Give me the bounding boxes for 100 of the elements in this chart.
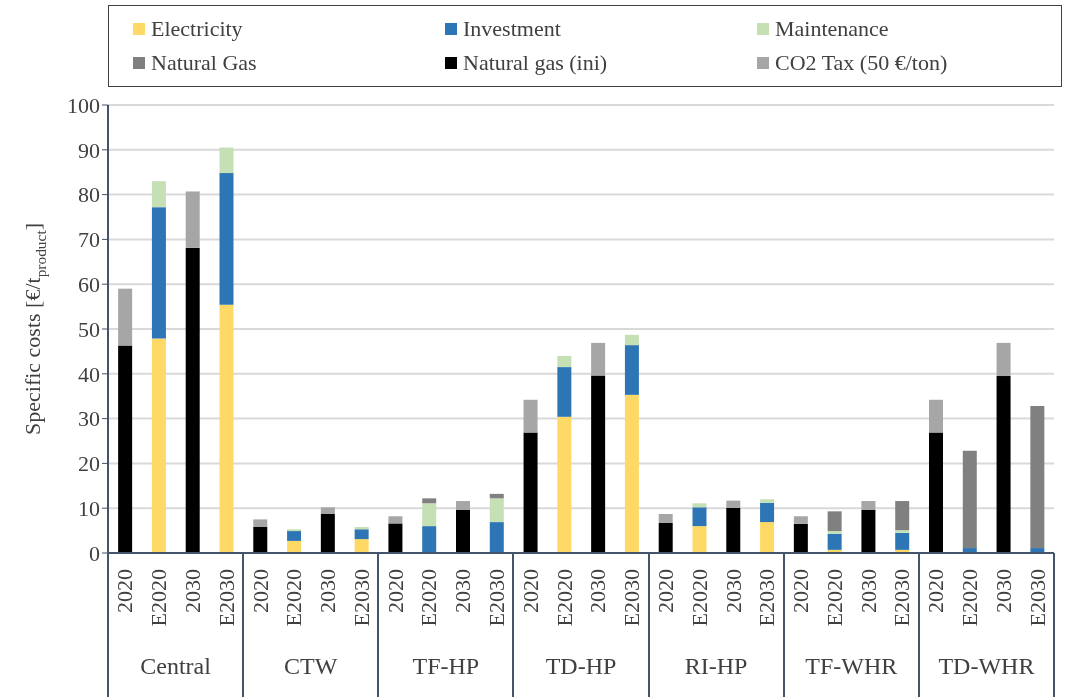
bar [827, 533, 842, 550]
y-tick-label: 20 [78, 451, 100, 477]
bar [253, 519, 268, 528]
bar [320, 507, 335, 515]
bar [354, 527, 369, 530]
x-tick-label: E2030 [213, 569, 239, 627]
bar [726, 500, 741, 508]
y-tick-label: 90 [78, 137, 100, 163]
bar [422, 503, 437, 527]
bar [1030, 406, 1045, 549]
y-tick-label: 40 [78, 361, 100, 387]
bar [287, 531, 302, 541]
legend-label: Natural Gas [151, 50, 257, 76]
bar [861, 509, 876, 553]
bar [962, 450, 977, 549]
legend-label: Maintenance [775, 16, 889, 42]
bar [658, 514, 673, 523]
x-tick-label: 2030 [315, 569, 341, 613]
bar [760, 522, 775, 553]
text: RI-HP [683, 653, 749, 680]
x-tick-label: E2030 [889, 569, 915, 627]
x-tick-label: E2030 [619, 569, 645, 627]
text: TF-WHR [804, 653, 899, 680]
bar [455, 509, 470, 553]
bar [827, 531, 842, 534]
bar [151, 207, 166, 339]
bar [996, 376, 1011, 553]
x-tick-label: 2030 [179, 569, 205, 613]
x-tick-label: E2030 [1024, 569, 1050, 627]
x-tick-label: 2020 [652, 569, 678, 613]
y-tick-label: 80 [78, 182, 100, 208]
x-tick-label: 2020 [517, 569, 543, 613]
bar [354, 539, 369, 553]
x-tick-label: E2030 [348, 569, 374, 627]
bar [320, 514, 335, 553]
bar [219, 173, 234, 305]
bar [118, 345, 133, 553]
x-tick-label: E2020 [146, 569, 172, 627]
x-tick-label: 2030 [990, 569, 1016, 613]
bar [692, 503, 707, 508]
bar [219, 304, 234, 553]
bar [354, 529, 369, 540]
bar [118, 288, 133, 346]
bar [692, 507, 707, 527]
legend-label: Electricity [151, 16, 243, 42]
text: TF-HP [411, 653, 481, 680]
y-tick-label: 100 [67, 92, 100, 118]
bar [388, 523, 403, 553]
bar [928, 399, 943, 433]
bar [827, 511, 842, 532]
legend-label: Investment [463, 16, 561, 42]
x-tick-label: 2020 [788, 569, 814, 613]
x-tick-label: 2030 [450, 569, 476, 613]
bar [895, 532, 910, 550]
x-tick-label: E2030 [484, 569, 510, 627]
bar [624, 394, 639, 553]
bar [523, 399, 538, 433]
bar [928, 432, 943, 553]
y-tick-label: 60 [78, 272, 100, 298]
bar [760, 499, 775, 503]
bar [253, 527, 268, 553]
text: CTW [283, 653, 339, 680]
bar [861, 501, 876, 510]
bar [287, 540, 302, 553]
bar [422, 498, 437, 504]
bar [388, 516, 403, 524]
bar [895, 530, 910, 533]
bar [151, 338, 166, 553]
bar [591, 375, 606, 553]
bar [793, 523, 808, 553]
bar [219, 147, 234, 174]
bar [557, 355, 572, 368]
bar [185, 191, 200, 248]
x-tick-label: E2020 [957, 569, 983, 627]
x-tick-label: E2020 [281, 569, 307, 627]
legend-label: Natural gas (ini) [463, 50, 608, 76]
x-tick-label: 2030 [720, 569, 746, 613]
bar [455, 501, 470, 510]
x-tick-label: 2020 [382, 569, 408, 613]
x-tick-label: E2020 [821, 569, 847, 627]
x-tick-label: E2030 [754, 569, 780, 627]
bar [489, 522, 504, 553]
x-tick-label: 2020 [923, 569, 949, 613]
bar [760, 502, 775, 523]
bar [692, 526, 707, 553]
bar [185, 247, 200, 553]
y-tick-label: 50 [78, 316, 100, 342]
x-tick-label: E2020 [551, 569, 577, 627]
bar [591, 342, 606, 376]
x-tick-label: E2020 [686, 569, 712, 627]
x-tick-label: 2020 [247, 569, 273, 613]
bar [793, 516, 808, 524]
y-tick-label: 30 [78, 406, 100, 432]
text: Central [139, 653, 212, 680]
bar [996, 342, 1011, 377]
x-tick-label: 2020 [112, 569, 138, 613]
y-tick-label: 0 [89, 540, 100, 566]
legend-label: CO2 Tax (50 €/ton) [775, 50, 948, 76]
bar [726, 507, 741, 553]
bar [624, 345, 639, 395]
